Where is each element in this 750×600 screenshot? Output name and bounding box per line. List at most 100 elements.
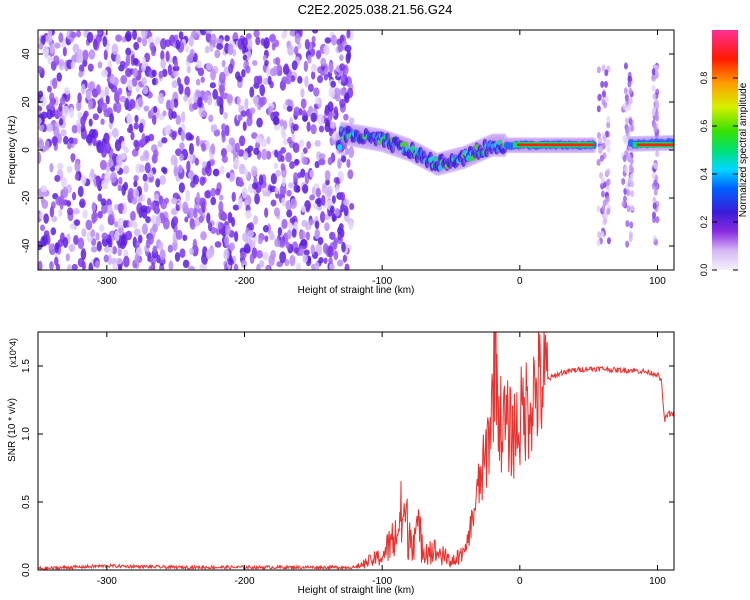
noise-cell [281,177,286,187]
noise-cell [298,139,305,148]
noise-cell [303,249,310,256]
noise-cell [81,83,86,95]
noise-cell [267,75,272,86]
noise-cell [339,98,346,108]
noise-cell [206,94,213,106]
noise-cell [60,129,67,137]
noise-cell [597,93,602,101]
noise-cell [186,160,191,173]
noise-cell [250,165,258,177]
noise-cell [283,30,288,37]
noise-cell [281,197,286,207]
noise-cell [195,90,202,98]
noise-cell [142,86,149,95]
noise-cell [245,209,252,219]
noise-cell [343,198,350,206]
noise-cell [146,197,152,206]
noise-cell [253,147,260,156]
noise-cell [151,78,157,86]
noise-cell [127,187,135,200]
noise-cell [231,217,236,227]
noise-cell [605,195,610,203]
noise-cell [99,159,107,171]
noise-cell [328,231,336,240]
noise-cell [218,194,224,201]
noise-cell [179,153,184,162]
noise-cell [266,136,271,145]
noise-cell [254,193,260,205]
track-bright-cell [433,156,439,163]
noise-cell [324,222,330,232]
noise-cell [51,136,59,145]
noise-cell [103,49,108,61]
noise-cell [102,36,108,48]
noise-cell [178,83,184,95]
noise-cell [293,106,301,117]
noise-cell [119,95,127,103]
noise-cell [90,229,96,238]
noise-cell [101,232,108,240]
noise-cell [49,42,55,55]
noise-cell [65,253,70,262]
noise-cell [606,168,611,176]
x-tick-label: 100 [649,276,666,287]
noise-cell [76,54,83,64]
noise-cell [52,77,58,90]
noise-cell [63,135,69,145]
noise-cell [300,205,306,213]
noise-cell [309,170,314,178]
noise-cell [286,105,293,112]
noise-cell [622,103,627,111]
noise-cell [124,98,130,111]
noise-cell [336,259,344,267]
noise-cell [204,165,210,174]
noise-cell [214,49,221,59]
noise-cell [141,77,147,86]
noise-cell [214,241,222,248]
noise-cell [153,193,159,201]
noise-cell [651,84,656,92]
noise-cell [606,185,611,193]
colorbar-tick-label: 0.4 [699,168,709,181]
noise-cell [653,179,658,187]
noise-cell [173,165,179,177]
noise-cell [601,90,606,98]
noise-cell [100,118,105,125]
noise-cell [219,104,224,116]
noise-cell [219,165,225,175]
noise-cell [221,212,228,222]
noise-cell [221,59,226,68]
noise-cell [329,263,335,270]
noise-cell [71,263,78,270]
noise-cell [149,42,155,51]
noise-cell [310,244,315,255]
noise-cell [285,78,292,85]
noise-cell [141,132,146,145]
noise-cell [330,80,337,88]
noise-cell [77,257,85,268]
noise-cell [159,265,165,270]
noise-cell [206,212,211,224]
noise-cell [100,198,107,206]
noise-cell [194,157,199,166]
noise-cell [54,256,59,266]
noise-cell [625,240,630,248]
y-tick-label: -40 [21,238,32,253]
noise-cell [115,164,120,172]
noise-cell [624,94,629,102]
noise-cell [306,121,311,132]
noise-cell [82,49,89,62]
noise-cell [307,83,314,93]
noise-cell [74,172,80,181]
noise-cell [600,80,605,88]
noise-cell [606,115,611,123]
spectrogram-noise-region [38,30,660,270]
noise-cell [54,109,59,119]
noise-cell [299,248,305,255]
noise-cell [628,97,633,105]
noise-cell [281,218,288,230]
noise-cell [289,217,296,224]
noise-cell [241,46,249,53]
noise-cell [79,198,86,209]
